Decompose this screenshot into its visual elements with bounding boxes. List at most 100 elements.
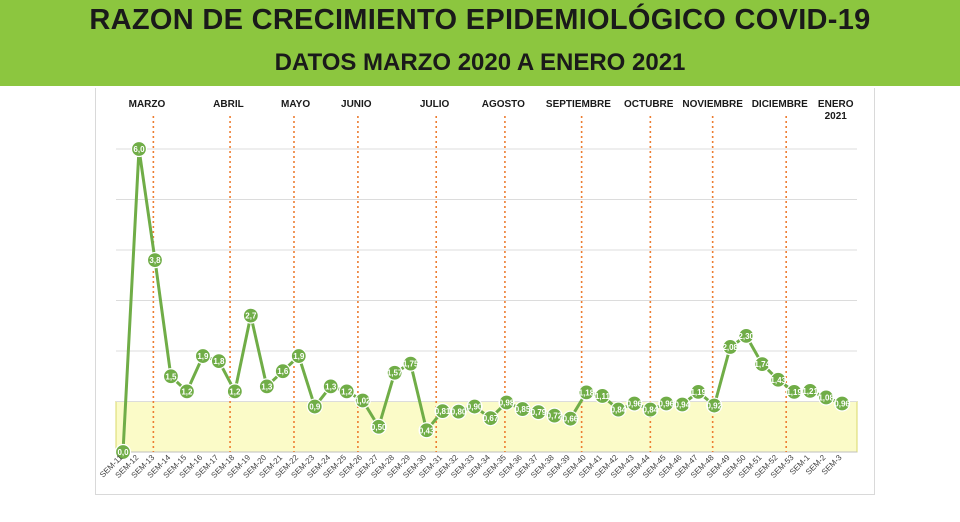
month-label: ENERO 2021 xyxy=(818,99,854,122)
data-point xyxy=(466,398,483,415)
data-point xyxy=(610,401,627,418)
data-point xyxy=(338,383,355,400)
data-label: 1,57 xyxy=(387,369,403,378)
data-label: 0,84 xyxy=(611,406,627,415)
month-label: AGOSTO xyxy=(482,99,525,110)
data-point xyxy=(450,403,467,420)
data-point xyxy=(114,443,132,461)
data-label: 2,7 xyxy=(245,312,257,321)
data-label: 0,43 xyxy=(419,426,435,435)
month-label: NOVIEMBRE xyxy=(682,99,743,110)
data-label: 0,72 xyxy=(547,412,563,421)
data-label: 0,96 xyxy=(627,400,643,409)
data-point xyxy=(514,400,531,418)
data-point xyxy=(322,378,339,395)
header-banner xyxy=(0,0,960,86)
data-label: 0,80 xyxy=(451,408,467,417)
data-label: 1,6 xyxy=(277,367,289,376)
data-point xyxy=(146,252,164,269)
data-label: 3,8 xyxy=(149,256,161,265)
data-point xyxy=(706,397,723,414)
data-label: 0,94 xyxy=(675,401,691,410)
data-point xyxy=(578,384,595,401)
data-point xyxy=(258,378,275,395)
data-point xyxy=(306,398,323,415)
data-label: 1,18 xyxy=(579,388,595,397)
data-point xyxy=(642,401,659,418)
page-subtitle: DATOS MARZO 2020 A ENERO 2021 xyxy=(274,49,686,76)
data-point xyxy=(226,383,243,400)
data-point xyxy=(434,402,451,420)
data-point xyxy=(786,383,803,401)
data-label: 0,79 xyxy=(531,408,547,417)
data-point xyxy=(386,364,403,381)
month-label: DICIEMBRE xyxy=(752,99,808,110)
data-point xyxy=(738,327,755,344)
data-point xyxy=(498,394,515,411)
data-label: 0,92 xyxy=(706,402,722,411)
data-label: 1,08 xyxy=(818,393,834,402)
month-label: MARZO xyxy=(129,99,166,110)
data-point xyxy=(290,347,307,365)
data-point xyxy=(354,392,371,409)
data-label: 0,81 xyxy=(435,407,451,416)
data-point xyxy=(658,395,675,412)
data-point xyxy=(482,410,499,427)
data-label: 1,43 xyxy=(770,376,786,385)
data-label: 0,98 xyxy=(499,399,515,408)
data-label: 1,5 xyxy=(165,372,177,381)
data-label: 1,11 xyxy=(595,392,611,401)
data-label: 0,96 xyxy=(834,400,850,409)
data-point xyxy=(562,410,579,427)
month-label: OCTUBRE xyxy=(624,99,674,110)
month-label: MAYO xyxy=(281,99,310,110)
data-point xyxy=(162,368,180,385)
data-label: 0,50 xyxy=(371,423,387,432)
data-label: 1,19 xyxy=(690,388,706,397)
month-label: SEPTIEMBRE xyxy=(546,99,611,110)
reference-band xyxy=(115,401,858,453)
data-label: 1,2 xyxy=(341,387,353,396)
data-point xyxy=(194,347,211,365)
data-label: 0,96 xyxy=(659,400,675,409)
data-point xyxy=(833,395,851,412)
data-point xyxy=(802,382,819,399)
data-label: 1,02 xyxy=(355,396,371,405)
data-point xyxy=(274,363,291,380)
data-label: 1,9 xyxy=(197,352,209,361)
data-point xyxy=(418,422,435,439)
month-label: JUNIO xyxy=(341,99,372,110)
data-point xyxy=(754,356,771,373)
data-point xyxy=(402,355,419,372)
data-label: 1,21 xyxy=(802,387,818,396)
data-label: 0,0 xyxy=(117,448,129,457)
page-title: RAZON DE CRECIMIENTO EPIDEMIOLÓGICO COVI… xyxy=(89,4,871,36)
month-label: JULIO xyxy=(420,99,450,110)
data-label: 0,67 xyxy=(483,414,499,423)
data-label: 6,0 xyxy=(133,145,145,154)
data-point xyxy=(130,140,148,158)
data-point xyxy=(626,395,643,412)
data-label: 2,08 xyxy=(722,343,738,352)
data-label: 1,75 xyxy=(403,360,419,369)
month-label: ABRIL xyxy=(213,99,244,110)
data-point xyxy=(770,371,787,388)
data-point xyxy=(818,389,835,406)
data-label: 0,9 xyxy=(309,403,321,412)
data-label: 0,90 xyxy=(467,403,483,412)
data-label: 2,30 xyxy=(738,332,754,341)
data-label: 1,3 xyxy=(325,382,337,391)
data-point xyxy=(594,387,611,405)
data-point xyxy=(722,338,739,356)
data-label: 1,8 xyxy=(213,357,225,366)
data-point xyxy=(370,418,387,435)
series-line xyxy=(121,147,843,453)
data-label: 1,74 xyxy=(754,360,770,369)
data-label: 1,3 xyxy=(261,382,273,391)
data-point xyxy=(178,383,196,400)
data-point xyxy=(546,407,563,424)
data-point xyxy=(210,353,227,370)
data-label: 0,84 xyxy=(643,406,659,415)
data-point xyxy=(530,404,547,421)
